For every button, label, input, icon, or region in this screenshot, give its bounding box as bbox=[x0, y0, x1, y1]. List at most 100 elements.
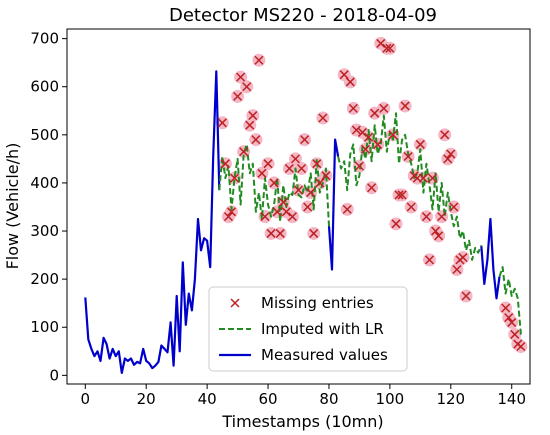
missing-entry-marker bbox=[284, 163, 294, 174]
missing-entry-marker bbox=[248, 111, 258, 121]
missing-entry-marker bbox=[345, 77, 355, 87]
x-tick-label: 40 bbox=[198, 390, 217, 408]
missing-entry-marker bbox=[415, 139, 425, 149]
imputed-lr-line bbox=[498, 266, 522, 335]
missing-entry-marker bbox=[287, 212, 297, 222]
missing-entry-marker bbox=[516, 341, 526, 352]
missing-entry-marker bbox=[504, 313, 514, 323]
missing-entry-marker bbox=[360, 144, 371, 154]
missing-entry-marker bbox=[266, 228, 276, 238]
y-axis-label: Flow (Vehicle/h) bbox=[3, 143, 22, 270]
legend: Missing entries Imputed with LR Measured v… bbox=[208, 286, 408, 372]
missing-entry-marker bbox=[382, 43, 392, 53]
missing-entry-marker bbox=[245, 120, 255, 130]
missing-entry-marker bbox=[269, 178, 279, 188]
missing-entry-marker bbox=[367, 183, 377, 193]
missing-entry-marker bbox=[290, 154, 300, 164]
y-tick-label: 700 bbox=[30, 30, 59, 48]
x-axis: 0 20 40 60 80 100 120 140 bbox=[81, 384, 526, 408]
missing-entry-marker bbox=[321, 171, 331, 181]
x-tick-label: 0 bbox=[81, 390, 91, 408]
y-tick-label: 500 bbox=[30, 126, 59, 144]
missing-entry-marker bbox=[394, 190, 404, 200]
missing-entry-marker bbox=[391, 219, 401, 229]
legend-item-imputed: Imputed with LR bbox=[219, 320, 384, 338]
missing-entry-marker bbox=[318, 113, 328, 123]
missing-entry-marker bbox=[217, 118, 227, 128]
y-tick-label: 200 bbox=[30, 270, 59, 288]
missing-entry-marker bbox=[406, 202, 416, 212]
missing-entry-marker bbox=[379, 103, 389, 113]
missing-entry-marker bbox=[440, 130, 450, 140]
missing-entry-marker bbox=[339, 70, 349, 80]
missing-entry-marker bbox=[226, 207, 237, 217]
missing-entry-marker bbox=[373, 139, 383, 149]
y-tick-label: 300 bbox=[30, 222, 59, 240]
missing-entry-marker bbox=[458, 252, 468, 263]
missing-entry-marker bbox=[461, 291, 471, 301]
missing-entry-marker bbox=[370, 108, 380, 118]
missing-entry-marker bbox=[421, 212, 431, 222]
legend-marker-missing bbox=[230, 298, 240, 308]
missing-entry-marker bbox=[233, 91, 243, 101]
y-tick-label: 0 bbox=[49, 366, 59, 384]
legend-label: Missing entries bbox=[261, 294, 374, 312]
missing-entry-marker bbox=[309, 228, 319, 238]
missing-entry-marker bbox=[220, 159, 230, 169]
missing-entry-marker bbox=[400, 101, 410, 111]
missing-entry-marker bbox=[230, 173, 240, 183]
missing-entry-marker bbox=[449, 202, 459, 212]
missing-entry-marker bbox=[254, 55, 264, 65]
missing-entry-marker bbox=[251, 135, 261, 145]
missing-entry-marker bbox=[342, 204, 352, 214]
x-tick-label: 20 bbox=[137, 390, 156, 408]
x-axis-label: Timestamps (10mn) bbox=[221, 412, 383, 431]
y-tick-label: 100 bbox=[30, 318, 59, 336]
x-tick-label: 100 bbox=[376, 390, 405, 408]
measured-values-line bbox=[480, 217, 501, 300]
missing-entry-marker bbox=[300, 135, 310, 145]
missing-entry-marker bbox=[293, 185, 304, 195]
missing-entry-marker bbox=[418, 173, 428, 183]
missing-entry-marker bbox=[434, 231, 444, 241]
missing-entry-marker bbox=[427, 173, 438, 183]
measured-values-line bbox=[84, 70, 221, 374]
missing-entry-marker bbox=[437, 212, 447, 222]
missing-entry-marker bbox=[364, 132, 374, 142]
missing-entry-marker bbox=[403, 151, 413, 162]
x-tick-label: 140 bbox=[497, 390, 526, 408]
missing-entry-marker bbox=[315, 178, 325, 188]
missing-entry-marker bbox=[452, 264, 462, 275]
missing-entry-marker bbox=[351, 125, 361, 135]
legend-box bbox=[208, 286, 408, 372]
missing-entry-marker bbox=[272, 207, 282, 217]
missing-entry-marker bbox=[354, 161, 364, 171]
x-tick-label: 60 bbox=[258, 390, 277, 408]
legend-item-measured: Measured values bbox=[219, 346, 388, 364]
missing-entry-marker bbox=[385, 43, 395, 53]
missing-entry-marker bbox=[278, 197, 288, 207]
measured-values-line bbox=[327, 138, 340, 271]
missing-entry-marker bbox=[281, 207, 291, 217]
imputed-lr-line bbox=[218, 143, 330, 227]
missing-entry-marker bbox=[275, 228, 285, 238]
missing-entry-marker bbox=[312, 159, 322, 169]
missing-entry-marker bbox=[257, 168, 267, 178]
missing-entry-marker bbox=[446, 149, 456, 159]
missing-entry-marker bbox=[297, 163, 307, 174]
missing-entry-marker bbox=[242, 82, 252, 92]
legend-label: Measured values bbox=[261, 346, 388, 364]
missing-entry-marker bbox=[303, 202, 313, 212]
y-axis: 0 100 200 300 400 500 600 700 bbox=[30, 30, 67, 384]
missing-entry-marker bbox=[443, 154, 453, 164]
x-tick-label: 80 bbox=[319, 390, 338, 408]
plot-area bbox=[84, 36, 528, 374]
missing-entry-marker bbox=[431, 226, 441, 236]
missing-entry-marker bbox=[223, 212, 233, 222]
missing-entry-marker bbox=[348, 103, 358, 113]
y-tick-label: 600 bbox=[30, 78, 59, 96]
missing-entry-marker bbox=[424, 255, 435, 265]
missing-entry-marker bbox=[397, 190, 407, 200]
missing-entry-marker bbox=[236, 72, 246, 82]
